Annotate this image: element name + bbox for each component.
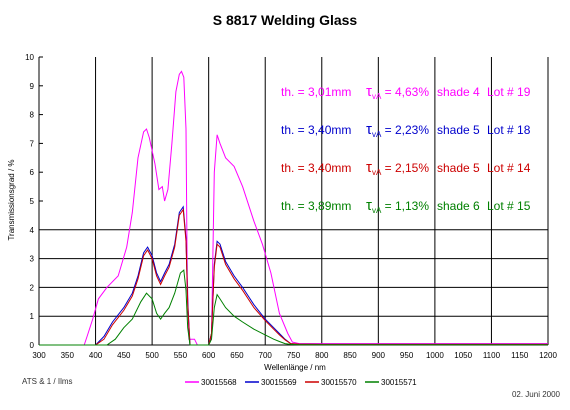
x-tick-labels: 300 350 400 450 500 550 600 650 700 750 800 850 900 9… (32, 351, 557, 360)
y-tick-label: 6 (30, 168, 35, 177)
chart-title: S 8817 Welding Glass (213, 12, 358, 28)
x-tick-label: 1000 (426, 351, 444, 360)
x-tick-label: 750 (287, 351, 301, 360)
series-line-30015568 (39, 70, 548, 346)
y-tick-label: 0 (30, 341, 35, 350)
legend-label: 30015569 (261, 378, 297, 387)
legend: 30015568 30015569 30015570 30015571 (185, 378, 417, 387)
y-tick-label: 1 (30, 312, 35, 321)
x-tick-label: 500 (145, 351, 159, 360)
x-tick-label: 1150 (511, 351, 529, 360)
footer-right: 02. Juni 2000 (512, 390, 561, 399)
annotation-lot: Lot # 18 (487, 123, 531, 137)
y-tick-label: 10 (25, 53, 34, 62)
annotation-shade: shade 5 (437, 161, 480, 175)
x-tick-label: 1100 (483, 351, 501, 360)
y-tick-label: 4 (30, 226, 35, 235)
y-axis-label: Transmissionsgrad / % (7, 159, 16, 240)
x-tick-label: 400 (89, 351, 103, 360)
series-line-30015571 (39, 269, 548, 346)
y-tick-label: 3 (30, 255, 35, 264)
annotation-tau: τvA = 4,63% (366, 83, 429, 101)
series-group (39, 70, 548, 346)
annotations: th. = 3,01mm τvA = 4,63% shade 4 Lot # 19 th… (281, 83, 531, 215)
x-tick-label: 650 (230, 351, 244, 360)
annotation-thickness: th. = 3,01mm (281, 85, 351, 99)
x-tick-label: 350 (61, 351, 75, 360)
annotation-tau: τvA = 2,23% (366, 121, 429, 139)
annotation-lot: Lot # 15 (487, 199, 531, 213)
x-axis-label: Wellenlänge / nm (264, 363, 326, 372)
x-tick-label: 900 (372, 351, 386, 360)
footer-left: ATS & 1 / Ilms (22, 377, 73, 386)
annotation-thickness: th. = 3,40mm (281, 123, 351, 137)
x-tick-label: 800 (315, 351, 329, 360)
x-tick-label: 450 (117, 351, 131, 360)
y-tick-label: 5 (30, 197, 35, 206)
legend-label: 30015568 (201, 378, 237, 387)
legend-label: 30015570 (321, 378, 357, 387)
y-tick-label: 9 (30, 82, 35, 91)
x-tick-label: 1200 (539, 351, 557, 360)
annotation-lot: Lot # 14 (487, 161, 531, 175)
annotation-thickness: th. = 3,89mm (281, 199, 351, 213)
annotation-thickness: th. = 3,40mm (281, 161, 351, 175)
annotation-shade: shade 5 (437, 123, 480, 137)
grid-lines (39, 56, 549, 345)
y-tick-label: 7 (30, 139, 35, 148)
annotation-tau: τvA = 1,13% (366, 197, 429, 215)
x-tick-label: 600 (202, 351, 216, 360)
y-tick-labels: 0 1 2 3 4 5 6 7 8 9 10 (25, 53, 34, 350)
series-line-30015569 (39, 205, 548, 346)
x-tick-label: 300 (32, 351, 46, 360)
x-tick-label: 950 (400, 351, 414, 360)
annotation-shade: shade 6 (437, 199, 480, 213)
x-tick-label: 1050 (454, 351, 472, 360)
x-tick-label: 850 (343, 351, 357, 360)
annotation-tau: τvA = 2,15% (366, 159, 429, 177)
annotation-shade: shade 4 (437, 85, 480, 99)
x-tick-label: 700 (259, 351, 273, 360)
y-tick-label: 8 (30, 111, 35, 120)
annotation-lot: Lot # 19 (487, 85, 531, 99)
legend-label: 30015571 (381, 378, 417, 387)
y-tick-label: 2 (30, 283, 35, 292)
x-tick-label: 550 (174, 351, 188, 360)
